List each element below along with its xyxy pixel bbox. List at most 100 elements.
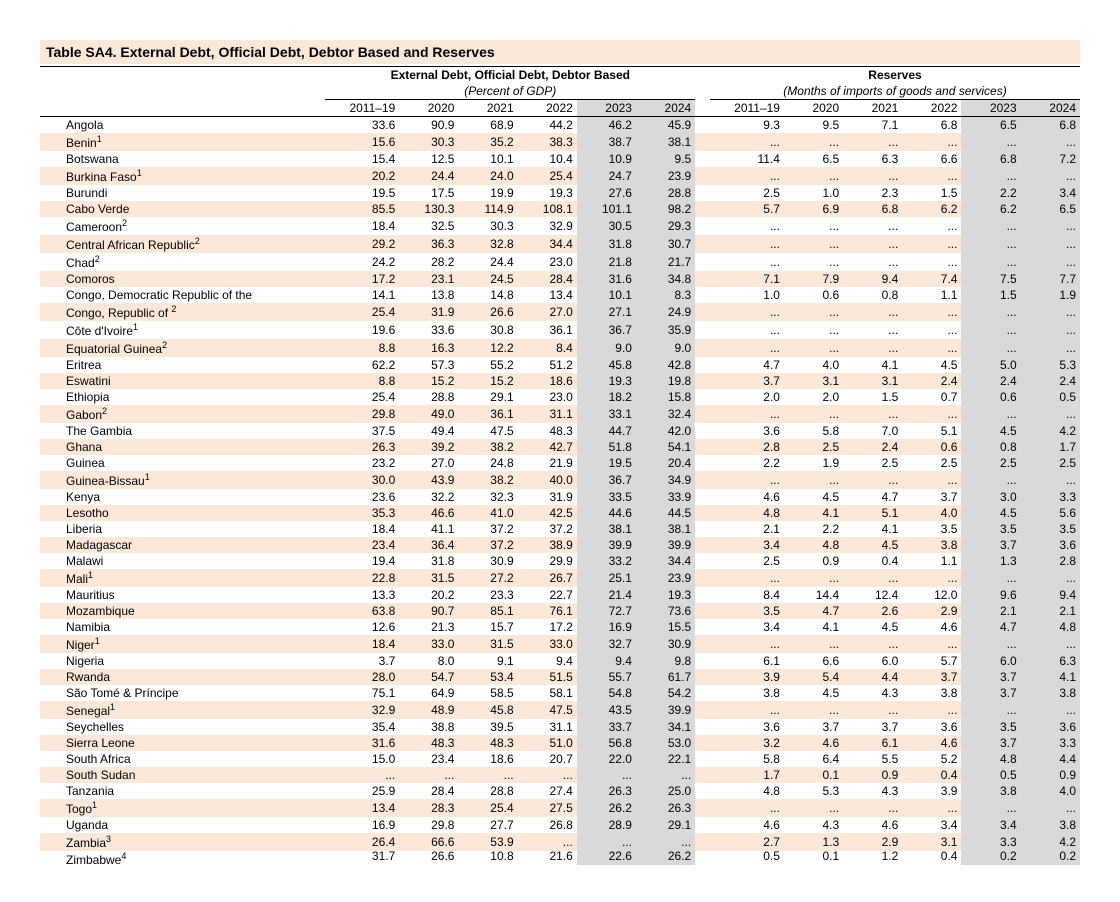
country-name-cell: Chad2 — [40, 253, 325, 271]
reserves-cell: 6.5 — [961, 117, 1020, 134]
debt-cell: 34.4 — [636, 553, 695, 569]
debt-cell: 38.1 — [577, 521, 636, 537]
debt-cell: 35.9 — [636, 321, 695, 339]
reserves-cell: 2.4 — [961, 373, 1020, 389]
gap-cell — [695, 489, 710, 505]
footnote-sup: 1 — [137, 168, 142, 178]
debt-cell: 39.5 — [458, 719, 517, 735]
debt-cell: 24.4 — [458, 253, 517, 271]
debt-cell: 23.6 — [325, 489, 399, 505]
reserves-cell: 6.0 — [961, 653, 1020, 669]
debt-cell: 26.2 — [577, 799, 636, 817]
reserves-cell: 2.2 — [784, 521, 843, 537]
reserves-cell: 2.1 — [710, 521, 784, 537]
debt-cell: 23.9 — [636, 167, 695, 185]
gap-cell — [695, 151, 710, 167]
debt-cell: 10.9 — [577, 151, 636, 167]
debt-cell: 8.3 — [636, 287, 695, 303]
debt-cell: 58.1 — [518, 685, 577, 701]
debt-cell: 35.4 — [325, 719, 399, 735]
table-row: Uganda16.929.827.726.828.929.14.64.34.63… — [40, 817, 1080, 833]
debt-cell: 9.8 — [636, 653, 695, 669]
gap-cell — [695, 767, 710, 783]
debt-cell: 18.4 — [325, 635, 399, 653]
gap-cell — [695, 685, 710, 701]
gap-cell — [695, 339, 710, 357]
reserves-cell: 0.8 — [843, 287, 902, 303]
debt-cell: 18.6 — [458, 751, 517, 767]
country-name-cell: Niger1 — [40, 635, 325, 653]
reserves-cell: 4.0 — [902, 505, 961, 521]
reserves-cell: 5.1 — [902, 423, 961, 439]
debt-cell: 37.5 — [325, 423, 399, 439]
country-name-cell: Burkina Faso1 — [40, 167, 325, 185]
debt-cell: 42.0 — [636, 423, 695, 439]
debt-cell: 19.4 — [325, 553, 399, 569]
debt-cell: 19.3 — [518, 185, 577, 201]
table-row: Botswana15.412.510.110.410.99.511.46.56.… — [40, 151, 1080, 167]
gap-cell — [695, 133, 710, 151]
reserves-cell: 3.8 — [961, 783, 1020, 799]
debt-cell: 19.5 — [577, 455, 636, 471]
reserves-cell: 6.4 — [784, 751, 843, 767]
debt-cell: 30.9 — [458, 553, 517, 569]
country-name-cell: Rwanda — [40, 669, 325, 685]
reserves-cell: 1.1 — [902, 287, 961, 303]
debt-cell: 101.1 — [577, 201, 636, 217]
debt-cell: 30.3 — [458, 217, 517, 235]
reserves-cell: 6.8 — [1021, 117, 1080, 134]
table-row: Congo, Democratic Republic of the14.113.… — [40, 287, 1080, 303]
reserves-cell: 6.2 — [961, 201, 1020, 217]
reserves-cell: ... — [784, 701, 843, 719]
reserves-cell: 4.4 — [1021, 751, 1080, 767]
debt-cell: 40.0 — [518, 471, 577, 489]
debt-cell: 54.2 — [636, 685, 695, 701]
debt-cell: 27.0 — [518, 303, 577, 321]
reserves-cell: ... — [710, 253, 784, 271]
country-name-cell: Cabo Verde — [40, 201, 325, 217]
reserves-cell: ... — [961, 235, 1020, 253]
reserves-cell: 3.4 — [710, 619, 784, 635]
debt-cell: 32.7 — [577, 635, 636, 653]
debt-cell: 9.4 — [518, 653, 577, 669]
reserves-cell: 4.5 — [961, 423, 1020, 439]
country-name-cell: Namibia — [40, 619, 325, 635]
reserves-cell: ... — [710, 339, 784, 357]
debt-cell: ... — [518, 767, 577, 783]
debt-cell: 27.4 — [518, 783, 577, 799]
debt-cell: 51.5 — [518, 669, 577, 685]
reserves-cell: 4.8 — [710, 783, 784, 799]
debt-cell: 42.7 — [518, 439, 577, 455]
country-name-cell: Côte d'Ivoire1 — [40, 321, 325, 339]
country-name-cell: Seychelles — [40, 719, 325, 735]
debt-cell: 85.5 — [325, 201, 399, 217]
reserves-cell: 2.1 — [1021, 603, 1080, 619]
debt-cell: 29.8 — [325, 405, 399, 423]
gap-cell — [695, 373, 710, 389]
debt-cell: 22.6 — [577, 851, 636, 865]
gap-cell — [695, 235, 710, 253]
reserves-cell: 9.4 — [843, 271, 902, 287]
country-name-cell: The Gambia — [40, 423, 325, 439]
debt-cell: 61.7 — [636, 669, 695, 685]
debt-cell: 14.8 — [458, 287, 517, 303]
debt-cell: 20.2 — [399, 587, 458, 603]
debt-cell: 29.2 — [325, 235, 399, 253]
reserves-cell: ... — [961, 701, 1020, 719]
reserves-cell: ... — [902, 471, 961, 489]
reserves-cell: 1.5 — [843, 389, 902, 405]
reserves-cell: 5.3 — [1021, 357, 1080, 373]
country-name-cell: Angola — [40, 117, 325, 134]
reserves-cell: 4.1 — [784, 505, 843, 521]
debt-cell: 39.9 — [636, 537, 695, 553]
group-header-row: External Debt, Official Debt, Debtor Bas… — [40, 67, 1080, 84]
reserves-cell: 1.7 — [710, 767, 784, 783]
gap-cell — [695, 701, 710, 719]
debt-cell: 42.8 — [636, 357, 695, 373]
debt-cell: 46.6 — [399, 505, 458, 521]
country-name-cell: Madagascar — [40, 537, 325, 553]
reserves-cell: 4.8 — [710, 505, 784, 521]
reserves-cell: 0.9 — [784, 553, 843, 569]
reserves-cell: 4.5 — [902, 357, 961, 373]
debt-cell: 36.3 — [399, 235, 458, 253]
